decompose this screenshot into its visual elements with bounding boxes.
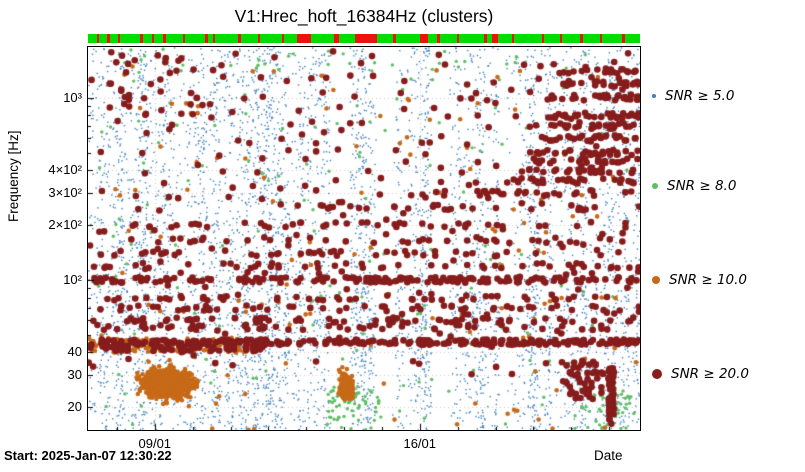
status-bad-segment xyxy=(212,34,215,43)
plot-area xyxy=(87,46,641,431)
legend-label: SNR ≥ 10.0 xyxy=(669,272,748,288)
status-bad-segment xyxy=(334,34,340,43)
y-tick-labels: 10³ 4×10² 3×10² 2×10² 10² 40 30 20 xyxy=(0,47,82,430)
status-bad-segment xyxy=(182,34,186,43)
y-tick-label: 40 xyxy=(67,344,82,360)
legend: SNR ≥ 5.0 SNR ≥ 8.0 SNR ≥ 10.0 SNR ≥ 20.0 xyxy=(652,47,802,430)
status-bad-segment xyxy=(117,34,120,43)
legend-item: SNR ≥ 8.0 xyxy=(652,176,736,196)
scatter-canvas xyxy=(88,47,640,430)
status-bad-segment xyxy=(621,34,625,43)
legend-marker-icon xyxy=(652,369,662,379)
status-bad-segment xyxy=(511,34,515,43)
status-bar xyxy=(88,34,640,43)
y-tick-label: 20 xyxy=(67,399,82,415)
legend-marker-icon xyxy=(652,276,660,284)
status-bad-segment xyxy=(456,34,459,43)
status-bad-segment xyxy=(281,34,284,43)
status-bad-segment xyxy=(559,34,563,43)
status-bad-segment xyxy=(96,34,100,43)
status-bad-segment xyxy=(163,34,166,43)
x-tick-label: 16/01 xyxy=(403,436,437,451)
legend-item: SNR ≥ 20.0 xyxy=(652,364,749,384)
status-bad-segment xyxy=(483,34,487,43)
status-bad-segment xyxy=(419,34,429,43)
y-tick-label: 30 xyxy=(67,367,82,383)
status-bad-segment xyxy=(205,34,208,43)
legend-marker-icon xyxy=(652,183,658,189)
legend-item: SNR ≥ 5.0 xyxy=(652,86,734,106)
y-tick-label: 4×10² xyxy=(48,162,82,178)
y-tick-label: 3×10² xyxy=(48,185,82,201)
status-bad-segment xyxy=(393,34,396,43)
status-bad-segment xyxy=(106,34,110,43)
status-bad-segment xyxy=(258,34,261,43)
status-bad-segment xyxy=(238,34,241,43)
status-bad-segment xyxy=(355,34,378,43)
status-bad-segment xyxy=(436,34,440,43)
status-bad-segment xyxy=(139,34,143,43)
status-bad-segment xyxy=(492,34,499,43)
y-tick-label: 2×10² xyxy=(48,217,82,233)
x-tick-labels: 09/01 16/01 xyxy=(88,434,640,452)
status-bad-segment xyxy=(297,34,311,43)
chart-title: V1:Hrec_hoft_16384Hz (clusters) xyxy=(234,6,494,26)
status-bad-segment xyxy=(541,34,545,43)
x-axis-label: Date xyxy=(594,448,623,463)
legend-label: SNR ≥ 20.0 xyxy=(671,366,750,382)
status-bad-segment xyxy=(599,34,602,43)
status-bad-segment xyxy=(579,34,583,43)
x-tick-label: 09/01 xyxy=(138,436,172,451)
status-bad-segment xyxy=(152,34,155,43)
y-tick-label: 10³ xyxy=(63,89,82,105)
legend-label: SNR ≥ 5.0 xyxy=(665,88,735,104)
start-time-label: Start: 2025-Jan-07 12:30:22 xyxy=(4,448,172,463)
y-tick-label: 10² xyxy=(63,271,82,287)
legend-item: SNR ≥ 10.0 xyxy=(652,270,747,290)
legend-marker-icon xyxy=(652,94,656,98)
legend-label: SNR ≥ 8.0 xyxy=(667,178,737,194)
